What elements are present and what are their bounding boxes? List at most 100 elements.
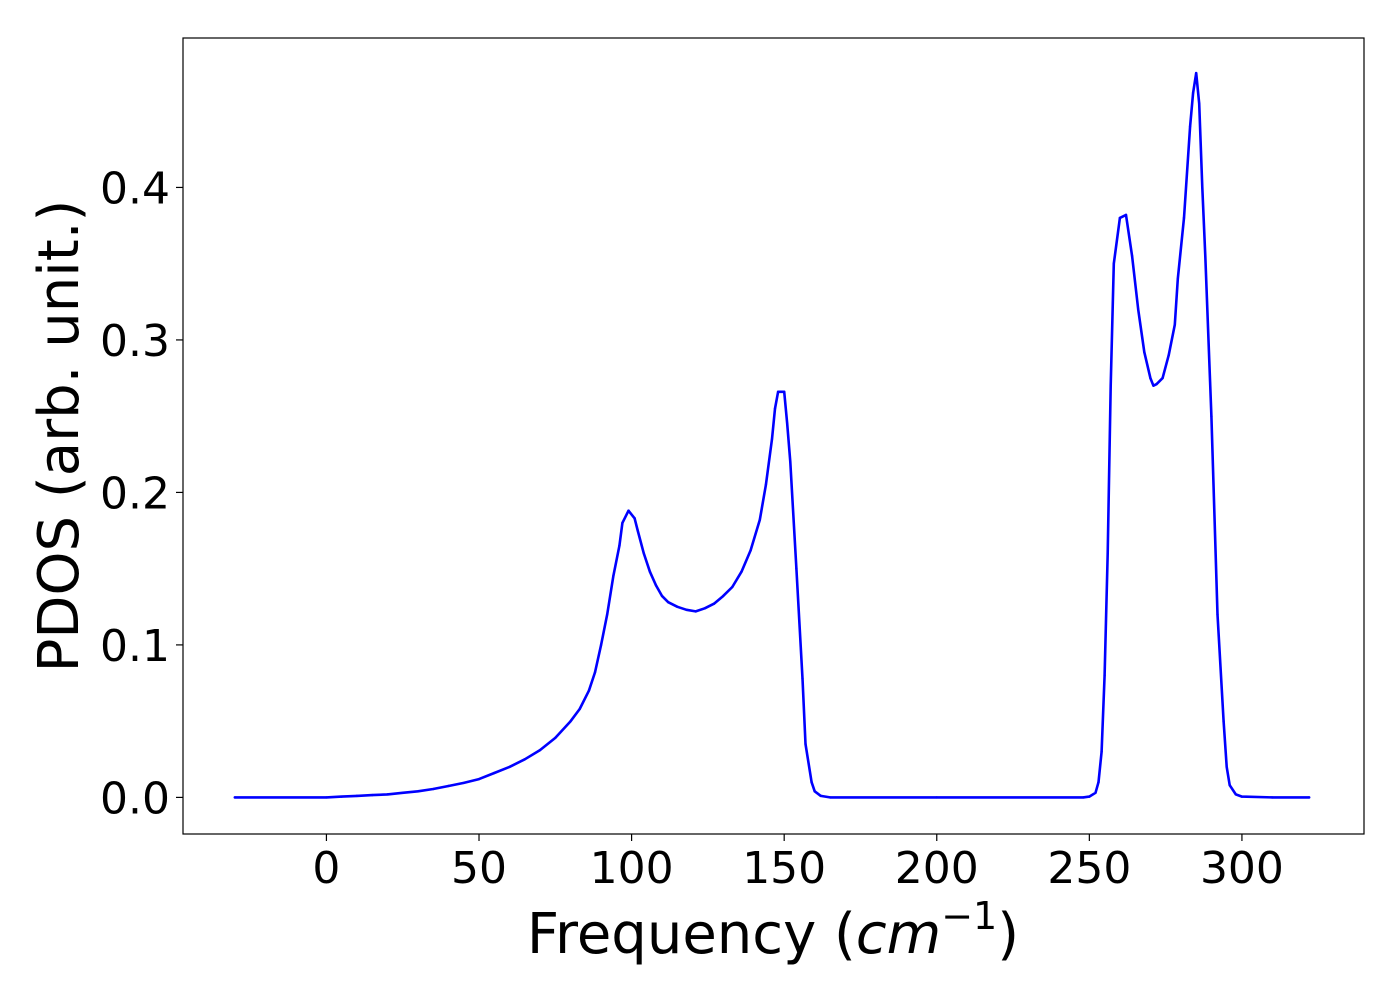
y-tick-label: 0.0	[100, 773, 170, 824]
pdos-data-point	[355, 794, 359, 798]
pdos-data-point	[1103, 674, 1106, 677]
pdos-data-point	[1124, 213, 1128, 217]
pdos-data-point	[1088, 795, 1091, 798]
x-axis-label: Frequency (cm−1)	[527, 894, 1019, 967]
pdos-data-point	[935, 796, 938, 799]
pdos-data-point	[1307, 796, 1311, 799]
pdos-data-point	[740, 570, 743, 573]
pdos-data-point	[587, 689, 591, 692]
pdos-data-point	[1182, 216, 1186, 220]
pdos-data-point	[1167, 353, 1170, 357]
pdos-data-point	[1082, 796, 1085, 799]
pdos-data-point	[813, 790, 816, 793]
pdos-data-point	[648, 570, 652, 573]
pdos-data-point	[1216, 613, 1219, 616]
pdos-data-point	[508, 765, 511, 769]
x-tick-label: 0	[312, 843, 340, 894]
pdos-data-point	[795, 567, 798, 570]
pdos-data-point	[593, 671, 597, 674]
y-tick-label: 0.1	[100, 621, 170, 672]
pdos-data-point	[432, 787, 435, 791]
pdos-data-point	[1118, 216, 1122, 220]
pdos-data-point	[493, 771, 496, 775]
pdos-data-point	[703, 607, 707, 610]
pdos-data-point	[462, 781, 465, 785]
pdos-data-point	[685, 608, 688, 612]
pdos-data-point	[1106, 552, 1109, 555]
pdos-data-point	[712, 602, 716, 605]
pdos-data-point	[1094, 791, 1097, 795]
pdos-data-point	[386, 793, 389, 796]
pdos-data-point	[782, 390, 786, 393]
pdos-data-point	[804, 742, 807, 746]
pdos-data-point	[1194, 71, 1198, 75]
pdos-data-point	[233, 796, 237, 799]
pdos-data-point	[340, 795, 343, 798]
pdos-data-point	[828, 796, 832, 799]
pdos-data-point	[1173, 323, 1176, 326]
x-tick-label: 250	[1047, 843, 1131, 894]
pdos-data-point	[1143, 350, 1146, 354]
pdos-data-point	[660, 594, 664, 598]
y-axis-label: PDOS (arb. unit.)	[27, 200, 92, 673]
y-tick-label: 0.3	[100, 316, 170, 367]
pdos-data-point	[1222, 719, 1225, 723]
pdos-data-point	[749, 549, 752, 552]
pdos-data-point	[1188, 125, 1192, 128]
pdos-data-point	[569, 719, 572, 723]
pdos-data-point	[667, 601, 670, 604]
ticks: 0 50 100 150 200 250 300 0.0 0.1 0.2 0.3 0.4	[100, 163, 1284, 894]
pdos-data-point	[1228, 784, 1231, 787]
pdos-data-point	[1210, 414, 1213, 418]
pdos-data-point	[636, 529, 639, 532]
y-tick-label: 0.2	[100, 468, 170, 519]
pdos-data-point	[819, 794, 823, 798]
x-tick-label: 100	[590, 843, 674, 894]
pdos-data-point	[1234, 793, 1238, 796]
pdos-data-point	[1100, 750, 1103, 753]
y-tick-label: 0.4	[100, 163, 170, 214]
x-axis-label-unit: cm	[856, 902, 941, 967]
pdos-data-point	[758, 518, 761, 522]
pdos-data-point	[786, 422, 789, 426]
pdos-series-line	[233, 71, 1311, 799]
series	[233, 71, 1311, 799]
pdos-data-point	[627, 509, 630, 512]
pdos-data-point	[1161, 376, 1164, 380]
pdos-data-point	[605, 613, 609, 616]
pdos-data-point	[642, 552, 646, 555]
pdos-data-point	[1271, 796, 1274, 799]
pdos-data-point	[810, 780, 813, 784]
pdos-data-point	[1225, 765, 1228, 769]
pdos-data-point	[523, 758, 526, 761]
pdos-data-point	[764, 483, 768, 486]
pdos-data-point	[633, 517, 636, 520]
pdos-data-point	[578, 707, 581, 711]
pdos-data-point	[776, 390, 780, 393]
x-axis-label-exponent: −1	[941, 894, 997, 938]
pdos-data-point	[676, 605, 679, 608]
x-axis-label-prefix: Frequency (	[527, 902, 856, 967]
pdos-data-point	[477, 777, 481, 781]
pdos-data-point	[789, 460, 792, 464]
pdos-data-point	[612, 575, 615, 578]
x-tick-label: 300	[1200, 843, 1284, 894]
pdos-data-point	[1155, 382, 1158, 386]
pdos-data-point	[1191, 91, 1195, 95]
pdos-data-point	[554, 736, 557, 740]
pdos-data-point	[694, 610, 697, 613]
pdos-data-point	[1109, 384, 1112, 387]
pdos-data-point	[1130, 254, 1134, 258]
pdos-data-point	[1112, 262, 1115, 265]
pdos-data-point	[721, 594, 725, 598]
pdos-data-point	[770, 437, 774, 441]
pdos-data-point	[773, 407, 777, 410]
pdos-data-point	[801, 677, 804, 680]
x-axis-label-suffix: )	[997, 902, 1019, 967]
pdos-data-point	[447, 784, 450, 788]
pdos-data-point	[1149, 376, 1152, 380]
plot-frame	[182, 37, 1365, 835]
pdos-data-point	[416, 790, 420, 793]
pdos-data-point	[371, 793, 374, 797]
